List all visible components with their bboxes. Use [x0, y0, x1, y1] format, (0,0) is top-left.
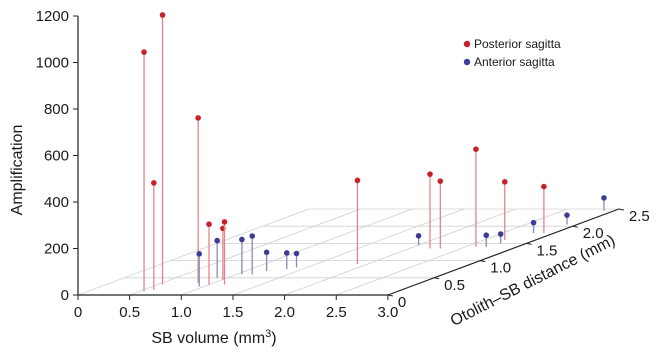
- y-tick-label: 1200: [36, 8, 69, 25]
- data-point: [239, 236, 245, 243]
- data-point: [427, 171, 433, 177]
- data-point: [497, 231, 504, 237]
- data-point: [501, 179, 508, 185]
- x-tick-label: 1.0: [171, 304, 192, 321]
- legend-label-posterior: Posterior sagitta: [474, 37, 561, 51]
- y-tick-label: 0: [61, 287, 69, 304]
- legend-label-anterior: Anterior sagitta: [474, 55, 555, 69]
- data-point: [141, 49, 147, 55]
- data-point: [221, 219, 228, 225]
- legend-marker-posterior: [463, 40, 471, 48]
- data-point: [195, 115, 201, 121]
- data-point: [415, 233, 422, 239]
- x-tick-label: 2.0: [274, 304, 295, 321]
- grid-line-x: [129, 208, 361, 296]
- x-axis-label-superscript: 3: [265, 328, 271, 340]
- z-tick-label: 2.0: [583, 225, 604, 242]
- data-point: [437, 178, 444, 184]
- z-tick-mark: [434, 277, 440, 280]
- data-point: [564, 212, 570, 218]
- z-tick-mark: [480, 260, 486, 263]
- data-point: [249, 233, 256, 239]
- ticks: 0 200 400 600 800 1000 1200 0 0.5 1.0 1.5 2.0 2.5 3.0…: [36, 8, 650, 321]
- data-point: [196, 251, 203, 257]
- z-tick-label: 0.5: [444, 277, 465, 294]
- x-tick-label: 2.5: [326, 304, 347, 321]
- x-tick-label: 0.5: [119, 304, 140, 321]
- data-point: [354, 177, 361, 184]
- z-tick-mark: [618, 208, 624, 211]
- data-point: [601, 195, 607, 201]
- z-axis-label: Otolith–SB distance (mm): [448, 232, 618, 330]
- x-tick-label: 0: [74, 304, 82, 321]
- grid-line-x: [284, 208, 516, 296]
- z-tick-label: 1.0: [490, 260, 511, 277]
- grid-line-x: [336, 208, 568, 296]
- data-point: [541, 183, 547, 190]
- floor-grid: [77, 208, 620, 296]
- data-point: [483, 232, 490, 239]
- stems: [141, 12, 607, 292]
- data-point: [283, 250, 290, 256]
- y-tick-label: 200: [44, 241, 69, 258]
- z-axis-line: [387, 208, 620, 296]
- x-axis-label-end: ): [271, 330, 276, 347]
- y-axis-label: Amplification: [9, 125, 26, 216]
- y-tick-label: 400: [44, 194, 69, 211]
- x-tick-label: 3.0: [377, 304, 398, 321]
- z-tick-mark: [572, 225, 578, 228]
- grid-line-x: [77, 208, 310, 296]
- data-point: [530, 219, 537, 226]
- data-point: [214, 237, 220, 244]
- data-point: [159, 12, 166, 18]
- x-axis-label: SB volume (mm3): [151, 328, 276, 347]
- z-tick-mark: [387, 294, 393, 297]
- data-point: [263, 249, 270, 256]
- data-point: [151, 180, 157, 186]
- y-tick-label: 600: [44, 148, 69, 165]
- z-tick-label: 1.5: [537, 242, 558, 259]
- z-tick-label: 0: [398, 294, 406, 311]
- x-tick-label: 1.5: [223, 304, 244, 321]
- z-tick-label: 2.5: [629, 208, 650, 225]
- grid-line-x: [232, 208, 465, 296]
- legend: Posterior sagitta Anterior sagitta: [463, 37, 561, 69]
- data-point: [293, 250, 300, 257]
- z-tick-mark: [526, 242, 532, 245]
- data-point: [473, 146, 479, 152]
- legend-marker-anterior: [463, 58, 471, 66]
- y-tick-label: 800: [44, 101, 69, 118]
- y-tick-label: 1000: [36, 55, 69, 72]
- data-point: [206, 221, 212, 228]
